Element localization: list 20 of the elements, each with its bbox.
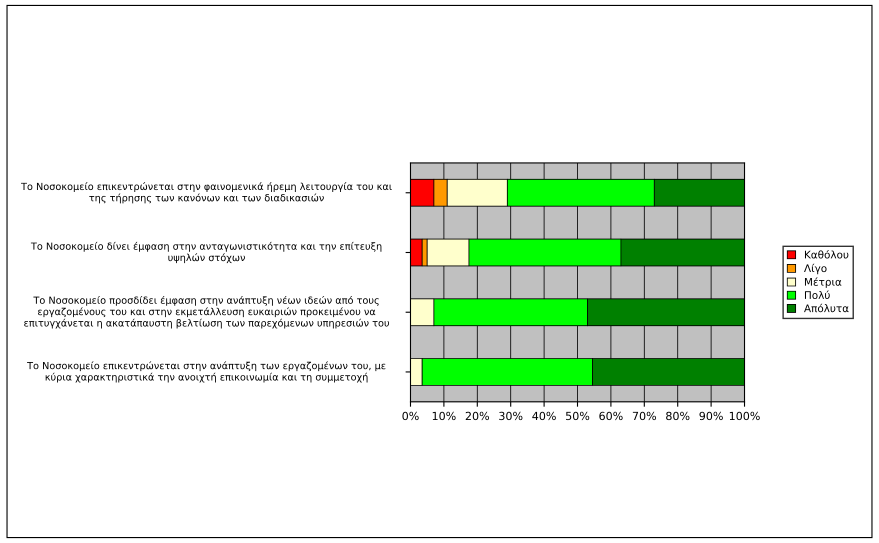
legend-label: Πολύ — [804, 290, 830, 300]
y-tick-label: Το Νοσοκομείο επικεντρώνεται στην ανάπτυξη των εργαζομένων του, με κύρια χαρακτηριστικά την ανοιχτή επικοινωμία και τη συμμετοχή — [27, 361, 386, 383]
x-tick-label: 100% — [730, 412, 760, 420]
x-tick-label: 80% — [666, 412, 690, 420]
y-tick-label: Το Νοσοκομείο προσδίδει έμφαση στην ανάπτυξη νέων ιδεών από τους εργαζομένους του και στην εκμετάλλευση ευκαιριών προκειμένου να επιτυγχάνεται η ακατάπαυστη βελτίωση των παρεχόμενων υπηρεσιών του — [24, 296, 390, 328]
legend-label: Λίγο — [804, 264, 827, 274]
legend-label: Μέτρια — [804, 277, 842, 288]
x-tick-label: 30% — [499, 412, 522, 420]
legend-label: Απόλυτα — [804, 304, 849, 312]
x-tick-label: 10% — [432, 412, 456, 420]
x-tick-label: 60% — [599, 412, 623, 420]
x-tick-label: 20% — [466, 412, 490, 420]
x-tick-label: 90% — [699, 412, 723, 420]
x-tick-label: 40% — [532, 412, 556, 420]
y-tick-label: Το Νοσοκομείο δίνει έμφαση στην ανταγωνιστικότητα και την επίτευξη υψηλών στόχων — [30, 242, 382, 264]
legend-label: Καθόλου — [804, 250, 848, 259]
x-tick-label: 0% — [402, 412, 419, 420]
x-tick-label: 50% — [566, 412, 590, 420]
x-tick-label: 70% — [632, 412, 656, 420]
y-tick-label: Το Νοσοκομείο επικεντρώνεται στην φαινομενικά ήρεμη λειτουργία του και της τήρησης των κανόνων και των διαδικασιών — [21, 182, 392, 204]
